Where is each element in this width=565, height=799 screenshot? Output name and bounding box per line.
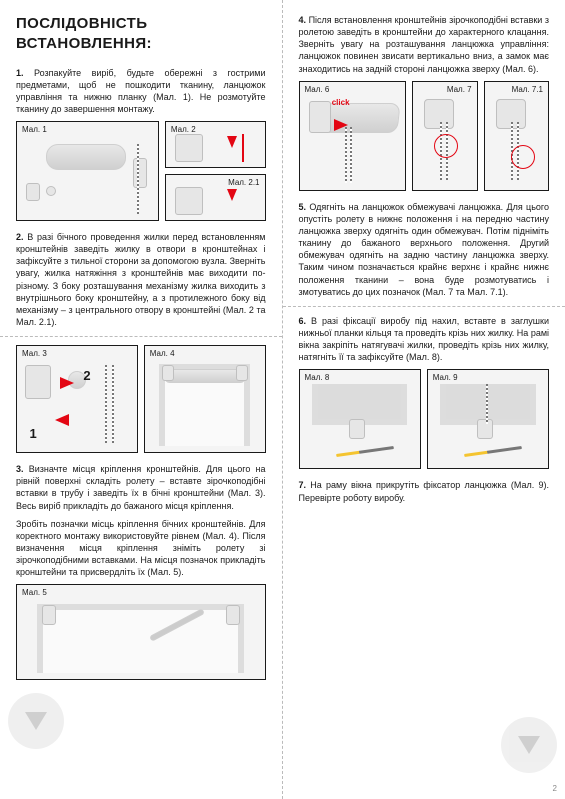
para-2: 2. В разі бічного проведення жилки перед…: [16, 231, 266, 328]
para-6-text: В разі фіксації виробу під нахил, вставт…: [299, 316, 550, 362]
fig71-illustration: [491, 96, 542, 184]
figrow-5: Мал. 5: [16, 584, 266, 680]
figure-6: Мал. 6 click: [299, 81, 407, 191]
fig9-caption: Мал. 9: [433, 373, 458, 384]
fig21-caption: Мал. 2.1: [228, 178, 259, 189]
figure-4: Мал. 4: [144, 345, 266, 453]
fig21-illustration: [170, 187, 261, 216]
para-3a: 3. Визначте місця кріплення кронштейнів.…: [16, 463, 266, 512]
fig7-illustration: [419, 96, 470, 184]
fig5-caption: Мал. 5: [22, 588, 47, 599]
figure-1: Мал. 1: [16, 121, 159, 221]
left-divider-1: [0, 336, 282, 337]
fig4-illustration: [151, 360, 259, 446]
figure-3: Мал. 3 2 1: [16, 345, 138, 453]
para-2-num: 2.: [16, 232, 24, 242]
para-5-text: Одягніть на ланцюжок обмежувачі ланцюжка…: [299, 202, 550, 297]
para-6: 6. В разі фіксації виробу під нахил, вст…: [299, 315, 550, 364]
fig1-caption: Мал. 1: [22, 125, 47, 136]
para-2-text: В разі бічного проведення жилки перед вс…: [16, 232, 266, 327]
watermark-icon: [8, 693, 64, 749]
right-column: 4. Після встановлення кронштейнів зірочк…: [283, 0, 565, 799]
para-7: 7. На раму вікна прикрутіть фіксатор лан…: [299, 479, 550, 503]
figure-5: Мал. 5: [16, 584, 266, 680]
para-3a-text: Визначте місця кріплення кронштейнів. Дл…: [16, 464, 266, 510]
figure-8: Мал. 8: [299, 369, 421, 469]
page-number: 2: [553, 784, 557, 795]
fig4-caption: Мал. 4: [150, 349, 175, 360]
right-divider-1: [283, 306, 565, 307]
fig2-illustration: [170, 134, 261, 163]
fig71-caption: Мал. 7.1: [512, 85, 543, 96]
para-1-num: 1.: [16, 68, 24, 78]
figrow-1-2: Мал. 1 Мал. 2: [16, 121, 266, 221]
figrow-3-4: Мал. 3 2 1 Мал. 4: [16, 345, 266, 453]
page-title: ПОСЛІДОВНІСТЬ ВСТАНОВЛЕННЯ:: [16, 14, 266, 55]
figure-7: Мал. 7: [412, 81, 477, 191]
left-column: ПОСЛІДОВНІСТЬ ВСТАНОВЛЕННЯ: 1. Розпакуйт…: [0, 0, 283, 799]
para-1: 1. Розпакуйте виріб, будьте обережні з г…: [16, 67, 266, 116]
para-6-num: 6.: [299, 316, 307, 326]
para-4: 4. Після встановлення кронштейнів зірочк…: [299, 14, 550, 75]
para-3b: Зробіть позначки місць кріплення бічних …: [16, 518, 266, 579]
fig3-caption: Мал. 3: [22, 349, 47, 360]
para-4-num: 4.: [299, 15, 307, 25]
click-label: click: [332, 98, 350, 109]
para-3-num: 3.: [16, 464, 24, 474]
para-7-num: 7.: [299, 480, 307, 490]
para-5-num: 5.: [299, 202, 307, 212]
figure-2-1: Мал. 2.1: [165, 174, 266, 221]
fig8-illustration: [306, 384, 414, 462]
fig6-caption: Мал. 6: [305, 85, 330, 96]
figrow-8-9: Мал. 8 Мал. 9: [299, 369, 550, 469]
figure-9: Мал. 9: [427, 369, 549, 469]
fig1-illustration: [23, 136, 152, 214]
figure-2: Мал. 2: [165, 121, 266, 168]
fig8-caption: Мал. 8: [305, 373, 330, 384]
fig3-illustration: 2 1: [23, 360, 131, 446]
para-1-text: Розпакуйте виріб, будьте обережні з гост…: [16, 68, 266, 114]
para-4-text: Після встановлення кронштейнів зірочкопо…: [299, 15, 550, 74]
fig7-caption: Мал. 7: [447, 85, 472, 96]
fig5-illustration: [23, 599, 259, 673]
fig9-illustration: [434, 384, 542, 462]
figure-7-1: Мал. 7.1: [484, 81, 549, 191]
fig2-caption: Мал. 2: [171, 125, 196, 136]
para-5: 5. Одягніть на ланцюжок обмежувачі ланцю…: [299, 201, 550, 298]
watermark-icon-right: [501, 717, 557, 773]
para-7-text: На раму вікна прикрутіть фіксатор ланцюж…: [299, 480, 550, 502]
figrow-6-7: Мал. 6 click Мал. 7: [299, 81, 550, 191]
fig6-illustration: click: [306, 96, 400, 184]
